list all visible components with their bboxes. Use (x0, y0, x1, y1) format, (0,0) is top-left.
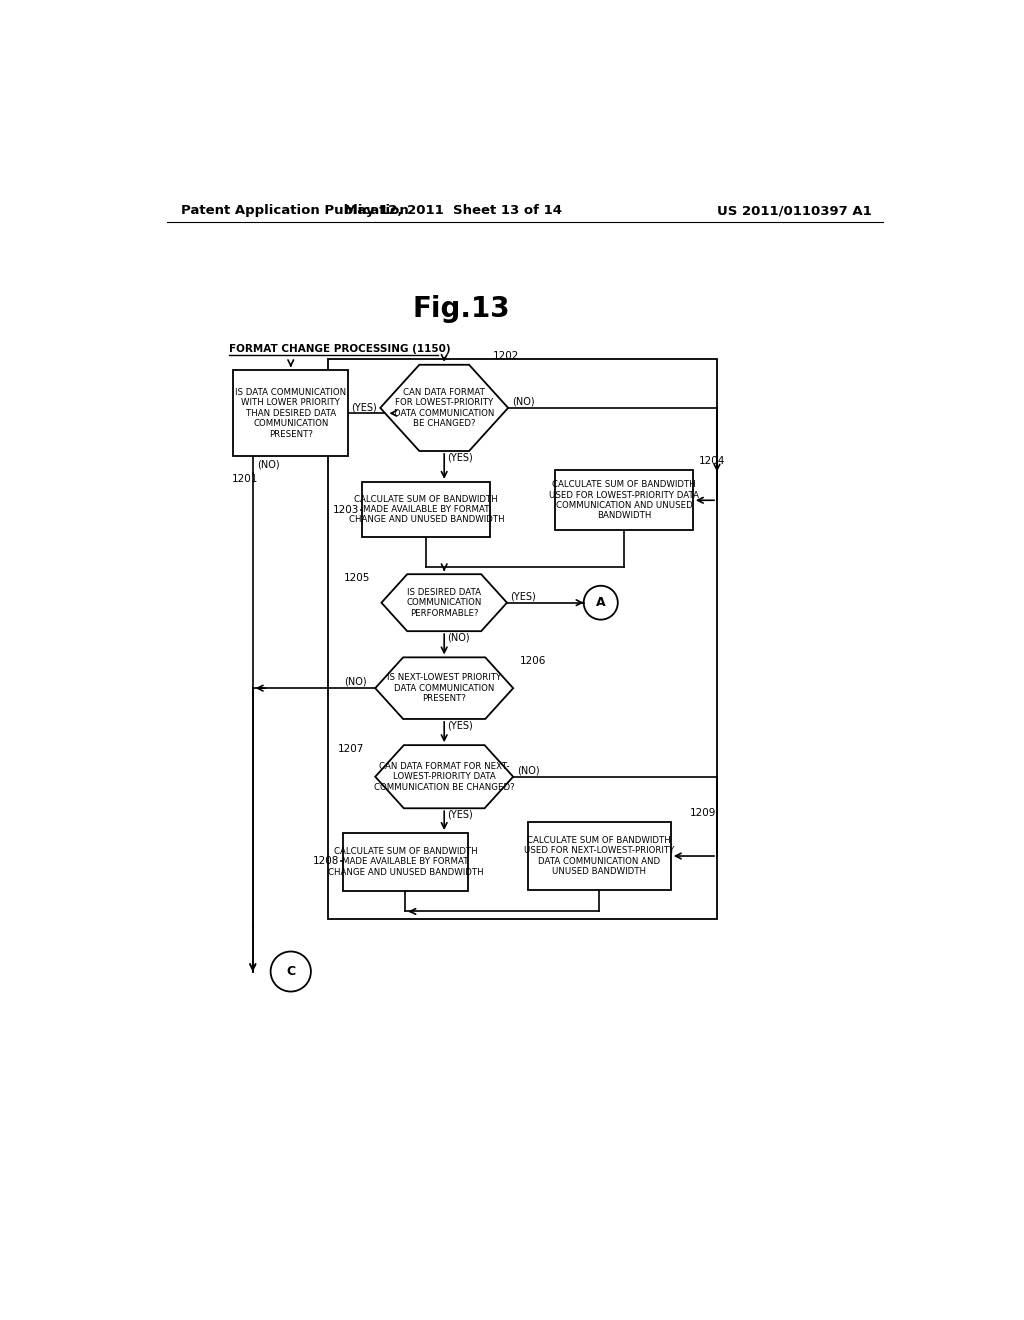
Text: Patent Application Publication: Patent Application Publication (180, 205, 409, 218)
Text: IS DATA COMMUNICATION
WITH LOWER PRIORITY
THAN DESIRED DATA
COMMUNICATION
PRESEN: IS DATA COMMUNICATION WITH LOWER PRIORIT… (236, 388, 346, 438)
Text: (YES): (YES) (447, 809, 473, 820)
Text: C: C (286, 965, 295, 978)
Text: US 2011/0110397 A1: US 2011/0110397 A1 (717, 205, 872, 218)
Polygon shape (380, 364, 508, 451)
Polygon shape (381, 574, 507, 631)
Text: 1204: 1204 (699, 455, 726, 466)
Text: CALCULATE SUM OF BANDWIDTH
MADE AVAILABLE BY FORMAT
CHANGE AND UNUSED BANDWIDTH: CALCULATE SUM OF BANDWIDTH MADE AVAILABL… (328, 847, 483, 876)
Text: CAN DATA FORMAT FOR NEXT-
LOWEST-PRIORITY DATA
COMMUNICATION BE CHANGED?: CAN DATA FORMAT FOR NEXT- LOWEST-PRIORIT… (374, 762, 514, 792)
FancyBboxPatch shape (343, 833, 468, 891)
FancyBboxPatch shape (362, 482, 490, 537)
Text: IS NEXT-LOWEST PRIORITY
DATA COMMUNICATION
PRESENT?: IS NEXT-LOWEST PRIORITY DATA COMMUNICATI… (387, 673, 502, 704)
Text: 1201: 1201 (231, 474, 258, 484)
Text: CALCULATE SUM OF BANDWIDTH
MADE AVAILABLE BY FORMAT
CHANGE AND UNUSED BANDWIDTH: CALCULATE SUM OF BANDWIDTH MADE AVAILABL… (348, 495, 504, 524)
Text: (YES): (YES) (447, 721, 473, 730)
Text: 1203: 1203 (333, 504, 359, 515)
Text: A: A (596, 597, 605, 610)
FancyBboxPatch shape (555, 470, 693, 531)
Text: 1209: 1209 (690, 808, 716, 818)
Text: 1206: 1206 (519, 656, 546, 667)
Polygon shape (375, 744, 513, 808)
Text: (NO): (NO) (512, 397, 535, 407)
Text: IS DESIRED DATA
COMMUNICATION
PERFORMABLE?: IS DESIRED DATA COMMUNICATION PERFORMABL… (407, 587, 482, 618)
Text: (NO): (NO) (257, 459, 280, 470)
Text: (NO): (NO) (517, 766, 540, 776)
Text: (YES): (YES) (447, 453, 473, 462)
Text: FORMAT CHANGE PROCESSING (1150): FORMAT CHANGE PROCESSING (1150) (228, 345, 451, 354)
Text: CALCULATE SUM OF BANDWIDTH
USED FOR LOWEST-PRIORITY DATA
COMMUNICATION AND UNUSE: CALCULATE SUM OF BANDWIDTH USED FOR LOWE… (549, 480, 699, 520)
Text: Fig.13: Fig.13 (413, 294, 510, 322)
Text: (NO): (NO) (344, 677, 367, 686)
Polygon shape (375, 657, 513, 719)
Text: 1207: 1207 (338, 744, 365, 754)
Text: (NO): (NO) (447, 632, 470, 643)
Text: CALCULATE SUM OF BANDWIDTH
USED FOR NEXT-LOWEST-PRIORITY
DATA COMMUNICATION AND
: CALCULATE SUM OF BANDWIDTH USED FOR NEXT… (524, 836, 675, 876)
Text: 1208: 1208 (313, 857, 340, 866)
Text: (YES): (YES) (510, 591, 536, 602)
Text: May 12, 2011  Sheet 13 of 14: May 12, 2011 Sheet 13 of 14 (344, 205, 562, 218)
Text: (YES): (YES) (351, 403, 377, 413)
Text: 1205: 1205 (344, 573, 371, 583)
Text: CAN DATA FORMAT
FOR LOWEST-PRIORITY
DATA COMMUNICATION
BE CHANGED?: CAN DATA FORMAT FOR LOWEST-PRIORITY DATA… (394, 388, 495, 428)
FancyBboxPatch shape (233, 370, 348, 457)
FancyBboxPatch shape (527, 822, 671, 890)
Text: 1202: 1202 (493, 351, 519, 360)
